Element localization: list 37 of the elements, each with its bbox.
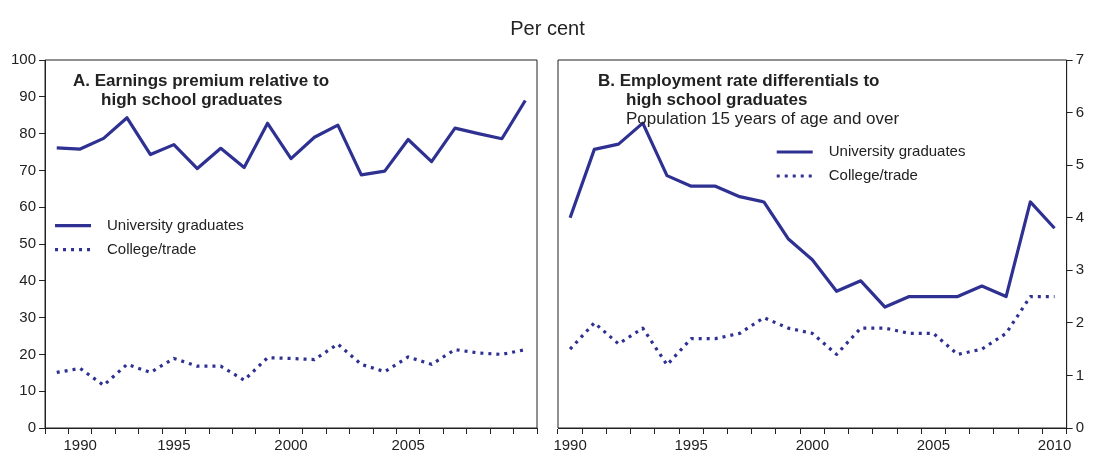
x-tick-label: 2005 — [916, 436, 951, 454]
y2-tick-label: 4 — [1075, 207, 1084, 225]
y2-tick-label: 0 — [1075, 418, 1084, 436]
x-tick-label: 2010 — [1037, 436, 1072, 454]
legend-label: College/trade — [107, 239, 197, 257]
y-tick-label: 40 — [19, 270, 37, 288]
y-tick-label: 50 — [19, 234, 37, 252]
y-tick-label: 20 — [19, 344, 37, 362]
y2-tick-label: 3 — [1075, 260, 1084, 278]
legend-label: University graduates — [107, 215, 244, 233]
y-tick-label: 90 — [19, 86, 37, 104]
y2-tick-label: 2 — [1075, 313, 1084, 330]
x-tick-label: 1990 — [553, 436, 587, 454]
x-tick-label: 2000 — [274, 436, 308, 454]
y-tick-label: 70 — [19, 160, 37, 178]
y-tick-label: 80 — [19, 123, 37, 141]
x-tick-label: 1995 — [157, 436, 191, 454]
y2-tick-label: 7 — [1075, 50, 1084, 68]
y-tick-label: 30 — [19, 307, 37, 325]
y-tick-label: 60 — [19, 197, 37, 215]
x-tick-label: 1995 — [674, 436, 708, 454]
legend-label: University graduates — [828, 142, 966, 160]
y-axis-title: Per cent — [509, 16, 586, 41]
y2-tick-label: 6 — [1075, 102, 1084, 120]
y-tick-label: 10 — [19, 381, 37, 399]
y2-tick-label: 5 — [1075, 155, 1084, 173]
x-tick-label: 1990 — [63, 436, 97, 454]
x-tick-label: 2005 — [391, 436, 425, 454]
y-tick-label: 100 — [11, 50, 37, 68]
text: Population 15 years of age and over — [626, 109, 900, 128]
line-series — [568, 294, 1057, 367]
text: B. Employment rate differentials to high school graduates — [598, 71, 880, 109]
y2-tick-label: 1 — [1075, 365, 1084, 383]
y-tick-label: 0 — [27, 418, 37, 436]
x-tick-label: 2000 — [795, 436, 830, 454]
legend-label: College/trade — [828, 166, 918, 184]
text: A. Earnings premium relative to high school graduates — [73, 71, 330, 109]
